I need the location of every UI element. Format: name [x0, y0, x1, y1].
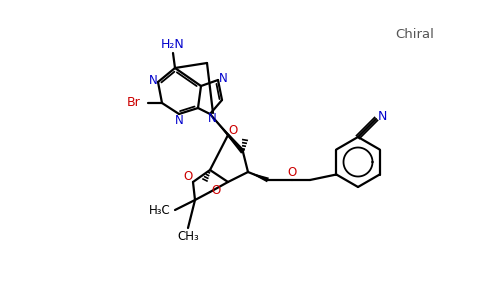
Text: O: O — [183, 170, 193, 184]
Polygon shape — [248, 172, 269, 182]
Text: N: N — [378, 110, 387, 124]
Text: O: O — [287, 167, 297, 179]
Text: N: N — [175, 113, 183, 127]
Text: N: N — [219, 73, 227, 85]
Text: H₃C: H₃C — [149, 203, 171, 217]
Text: CH₃: CH₃ — [177, 230, 199, 244]
Text: H₂N: H₂N — [161, 38, 185, 52]
Text: N: N — [149, 74, 157, 88]
Text: O: O — [228, 124, 238, 136]
Text: Br: Br — [126, 97, 140, 110]
Text: Chiral: Chiral — [395, 28, 435, 41]
Text: N: N — [208, 112, 216, 125]
Polygon shape — [210, 114, 245, 154]
Text: O: O — [212, 184, 221, 196]
